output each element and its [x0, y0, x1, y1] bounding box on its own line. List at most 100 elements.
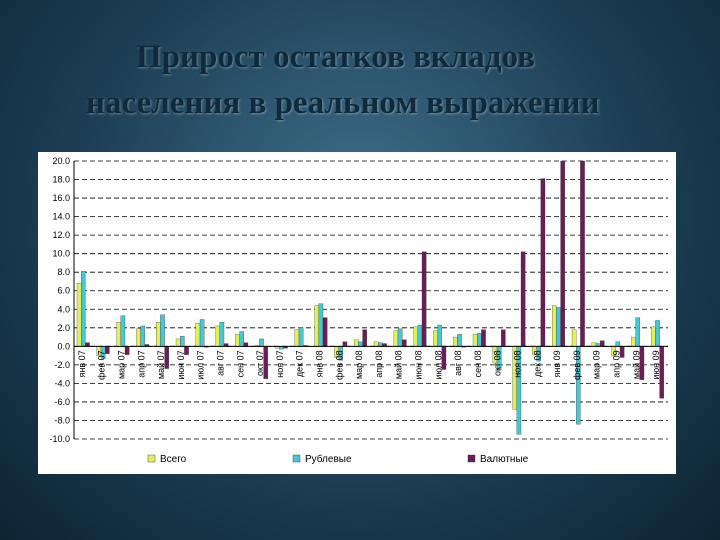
bar-vsego — [76, 283, 82, 347]
bar-rublevye — [298, 327, 304, 347]
bar-rublevye — [477, 333, 482, 347]
slide-title: Прирост остатков вкладов населения в реа… — [0, 34, 720, 126]
x-tick-label: мар 09 — [592, 350, 602, 379]
legend-item: Валютные — [467, 454, 529, 465]
x-tick-label: янв 07 — [77, 350, 87, 377]
bar-valyutnye — [402, 339, 407, 347]
x-tick-label: май 09 — [631, 350, 641, 379]
bar-rublevye — [457, 334, 462, 347]
y-tick-label: -10.0 — [49, 434, 70, 444]
bar-valyutnye — [600, 340, 605, 347]
x-tick-label: окт 07 — [255, 350, 265, 376]
bar-vsego — [393, 330, 399, 347]
bar-vsego — [156, 322, 161, 347]
legend-item: Рублевые — [292, 453, 352, 465]
y-tick-label: 2.0 — [57, 323, 70, 333]
bar-vsego — [453, 336, 458, 347]
x-tick-label: июл 07 — [196, 350, 206, 379]
x-tick-label: июл 08 — [433, 350, 443, 379]
bar-rublevye — [259, 338, 264, 347]
bar-vsego — [373, 341, 379, 347]
bar-rublevye — [160, 314, 165, 347]
bar-vsego — [651, 326, 656, 347]
bar-valyutnye — [362, 329, 367, 347]
bar-vsego — [433, 330, 438, 347]
bar-vsego — [354, 339, 359, 347]
bar-rublevye — [358, 341, 363, 347]
bar-rublevye — [199, 319, 205, 347]
bar-rublevye — [635, 317, 640, 347]
bar-vsego — [571, 329, 577, 347]
chart-area: 20.0 18.0 16.0 14.0 12.0 10.0 8.0 6.0 4.0 2.0 0.0 -… — [38, 152, 676, 474]
x-tick-label: ноя 07 — [275, 350, 285, 377]
bar-rublevye — [239, 331, 244, 347]
bar-vsego — [591, 342, 597, 347]
bar-rublevye — [397, 328, 403, 347]
y-tick-label: 0.0 — [57, 341, 70, 351]
y-tick-label: 6.0 — [57, 286, 70, 296]
y-tick-label: 18.0 — [52, 175, 70, 185]
legend-label: Рублевые — [305, 453, 352, 465]
x-tick-label: сен 08 — [473, 350, 483, 377]
bar-rublevye — [437, 324, 442, 347]
bar-rublevye — [556, 307, 561, 347]
slide-title-line-1: Прирост остатков вкладов — [136, 39, 535, 75]
bar-valyutnye — [560, 160, 565, 347]
x-tick-label: мар 08 — [354, 350, 364, 379]
bar-chart: 20.0 18.0 16.0 14.0 12.0 10.0 8.0 6.0 4.0 2.0 0.0 -… — [49, 156, 668, 465]
y-tick-label: 8.0 — [57, 267, 70, 277]
y-tick-label: -4.0 — [54, 378, 70, 388]
x-tick-label: дек 08 — [532, 350, 542, 377]
x-tick-label: апр 08 — [374, 350, 384, 377]
bar-vsego — [472, 334, 478, 347]
bar-rublevye — [180, 335, 185, 347]
bar-valyutnye — [243, 342, 249, 347]
x-tick-label: июн 07 — [176, 350, 186, 379]
x-tick-label: июн 09 — [651, 350, 661, 379]
x-tick-label: янв 08 — [315, 350, 325, 377]
bar-rublevye — [120, 315, 126, 347]
bar-rublevye — [417, 324, 423, 347]
bar-vsego — [116, 322, 121, 347]
legend-swatch — [467, 454, 476, 463]
legend-swatch — [292, 454, 301, 463]
y-tick-label: 16.0 — [52, 193, 70, 203]
x-tick-label: авг 08 — [453, 350, 463, 376]
x-tick-label: ноя 08 — [513, 350, 523, 377]
bar-rublevye — [318, 303, 324, 347]
bar-rublevye — [655, 320, 660, 347]
y-tick-label: 14.0 — [52, 212, 70, 222]
y-tick-label: -6.0 — [54, 397, 70, 407]
slide-title-line-2: населения в реальном выражении — [86, 85, 600, 121]
bar-vsego — [552, 305, 557, 347]
legend-item: Всего — [147, 454, 187, 465]
legend-label: Всего — [160, 454, 187, 465]
bar-vsego — [413, 326, 418, 347]
bar-rublevye — [140, 325, 145, 347]
x-tick-label: июн 08 — [414, 350, 424, 379]
x-tick-label: дек 07 — [295, 350, 305, 377]
y-tick-label: -2.0 — [54, 360, 70, 370]
x-tick-label: мар 07 — [117, 350, 127, 379]
y-tick-label: 12.0 — [52, 230, 70, 240]
bar-valyutnye — [322, 317, 328, 347]
bar-valyutnye — [540, 178, 546, 347]
bar-rublevye — [219, 322, 225, 347]
x-tick-label: сен 07 — [235, 350, 245, 377]
bar-vsego — [631, 336, 636, 347]
bar-valyutnye — [520, 251, 526, 347]
bar-vsego — [314, 305, 319, 347]
x-tick-label: авг 07 — [216, 350, 226, 376]
x-tick-label: апр 09 — [612, 350, 622, 377]
legend-label: Валютные — [480, 454, 529, 465]
bar-vsego — [175, 338, 181, 347]
bar-vsego — [195, 323, 201, 347]
bar-valyutnye — [501, 329, 506, 347]
x-tick-label: фев 09 — [572, 350, 582, 380]
x-tick-label: янв 09 — [552, 350, 562, 377]
y-tick-label: 4.0 — [57, 304, 70, 314]
bar-rublevye — [378, 342, 383, 347]
y-tick-label: 10.0 — [52, 249, 70, 259]
y-tick-label: 20.0 — [52, 156, 70, 166]
x-tick-label: май 07 — [156, 350, 166, 379]
